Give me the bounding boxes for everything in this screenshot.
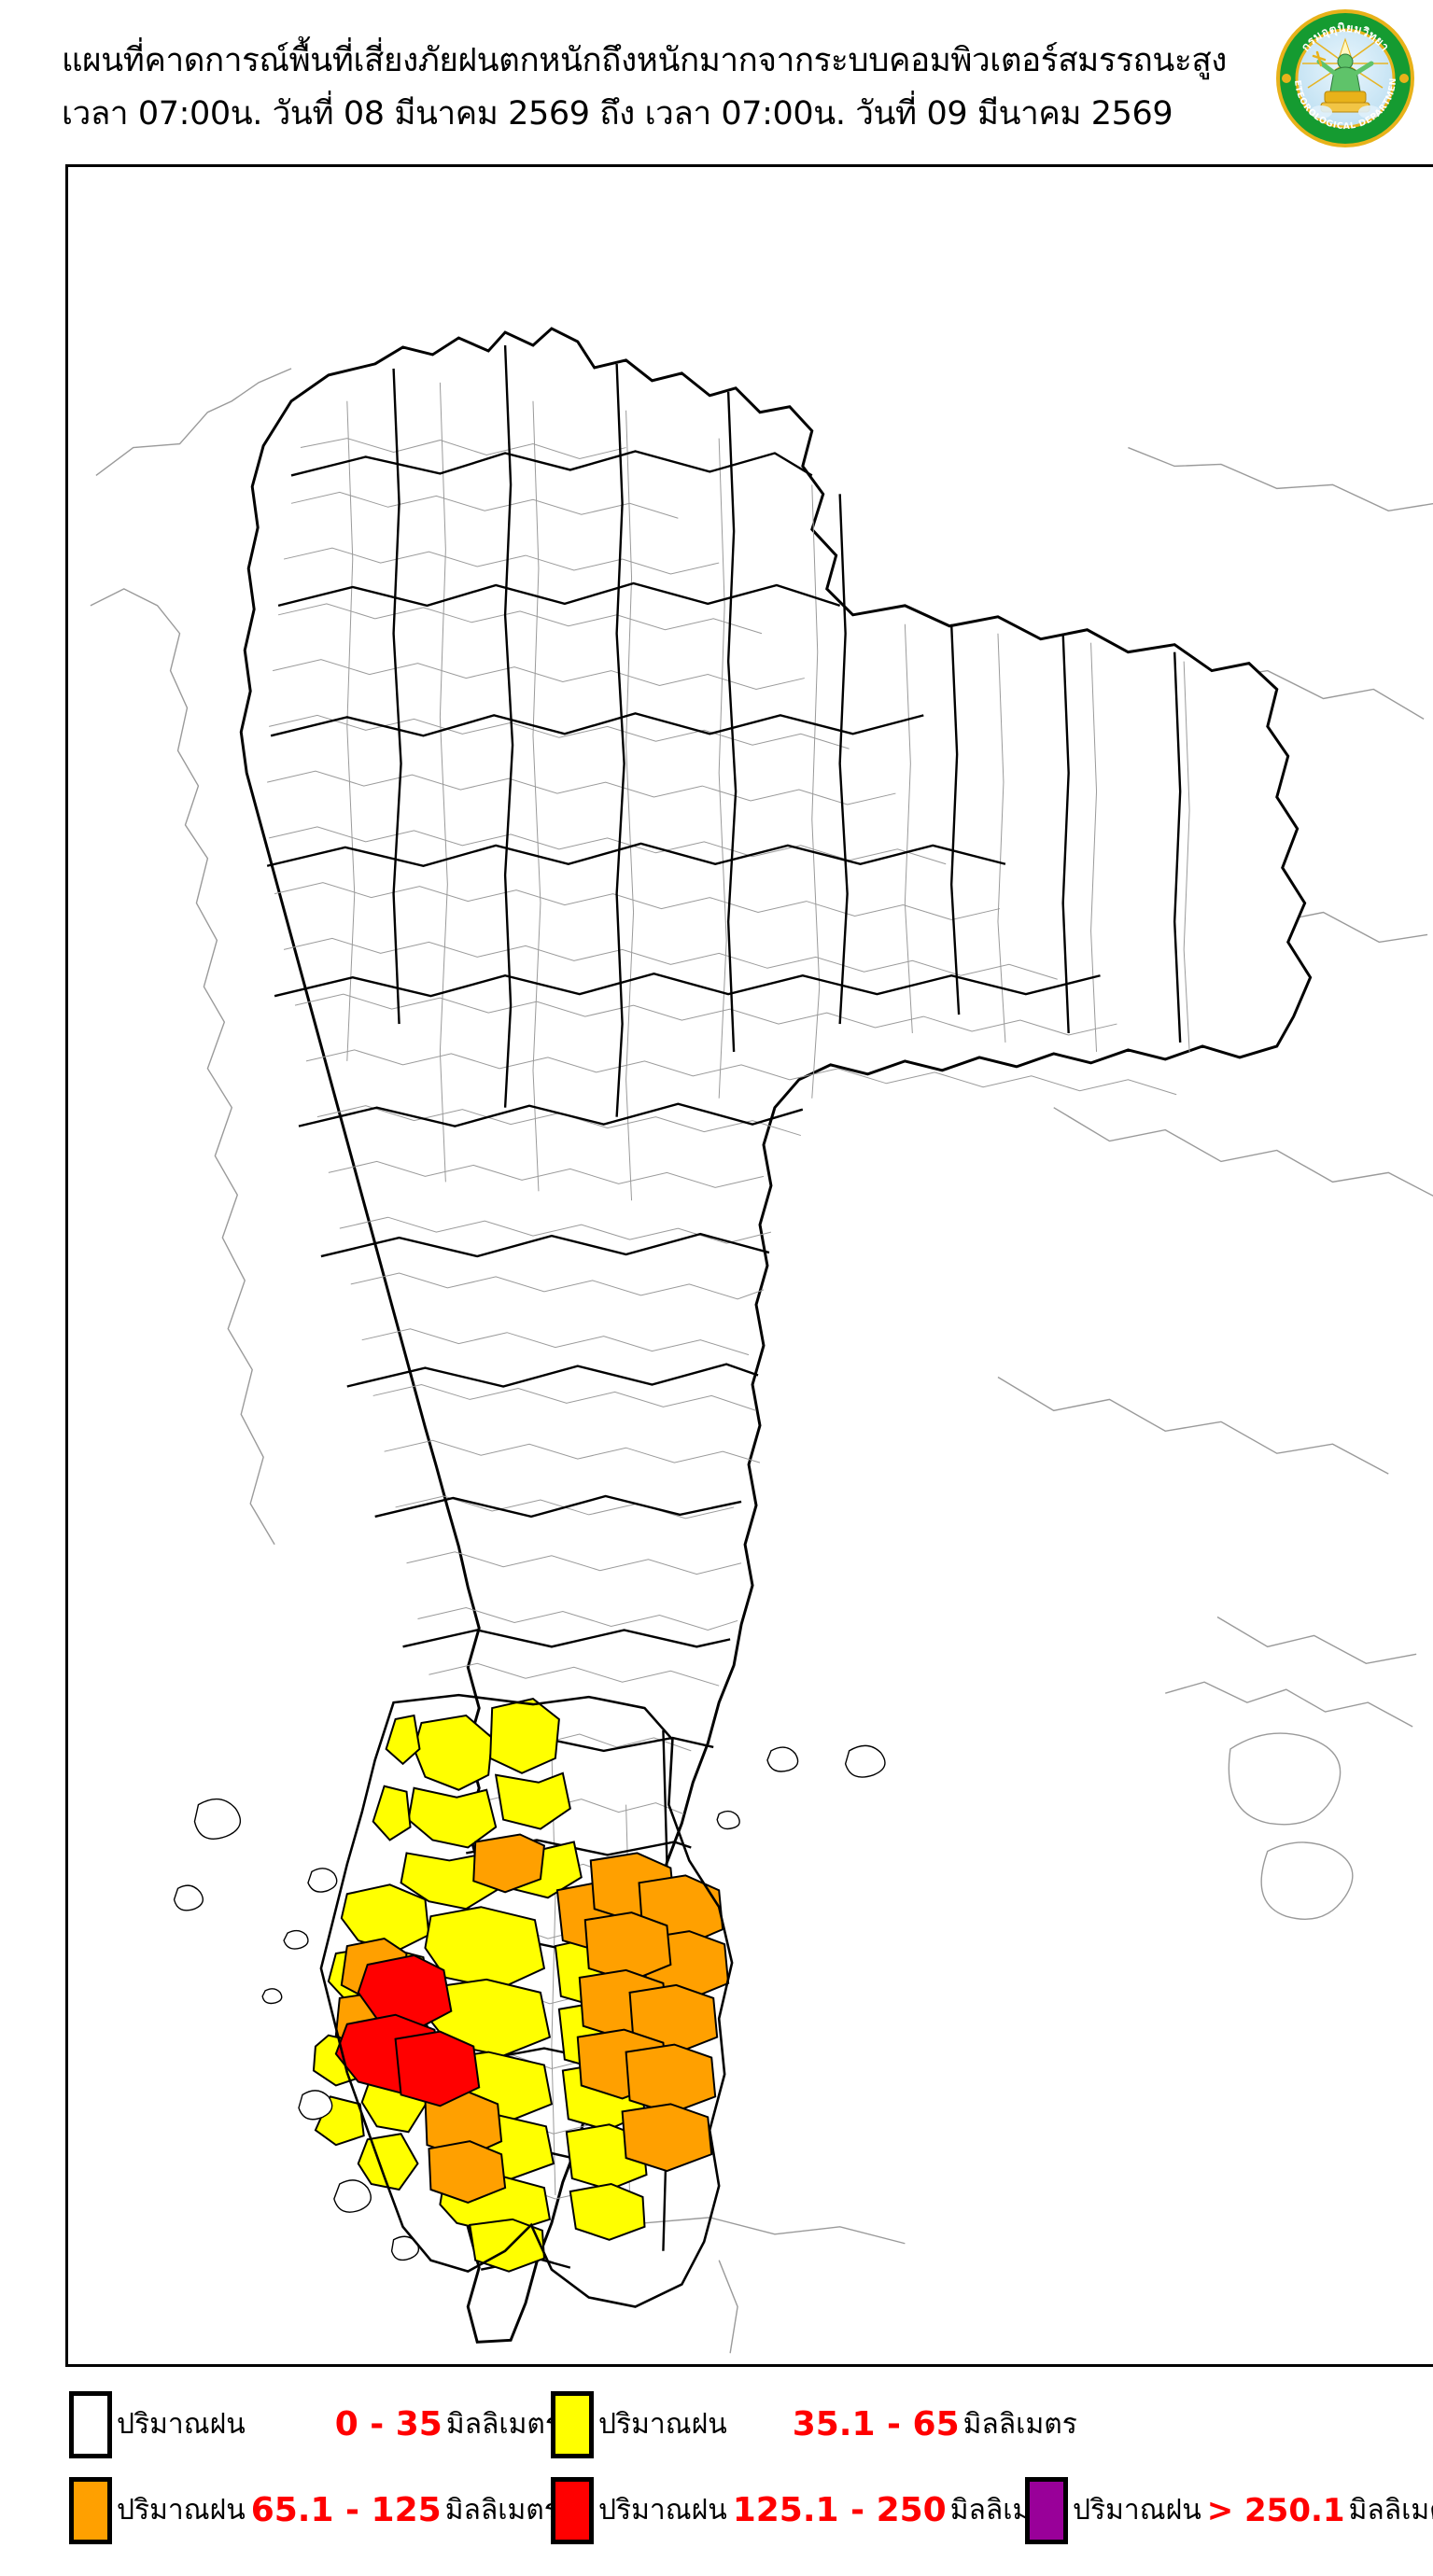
legend-label-250-plus: ปริมาณฝน	[1073, 2494, 1201, 2527]
legend-range-35-65: 35.1 - 65	[792, 2405, 960, 2443]
legend-row-1: ปริมาณฝน 0 - 35 มิลลิเมตร ปริมาณฝน 35.1 …	[0, 2389, 1433, 2464]
legend-range-250-plus: > 250.1	[1206, 2492, 1345, 2529]
legend-label-125-250: ปริมาณฝน	[598, 2494, 727, 2527]
legend-item-125-250[interactable]: ปริมาณฝน 125.1 - 250 มิลลิเมตร	[551, 2475, 1064, 2546]
legend-swatch-125-250	[551, 2477, 594, 2544]
offshore-islands	[173, 1744, 886, 2261]
peninsula-outline	[319, 1693, 734, 2308]
legend-label-0-35: ปริมาณฝน	[117, 2408, 246, 2441]
zone-red-125-250	[334, 1953, 481, 2107]
legend-label-35-65: ปริมาณฝน	[598, 2408, 727, 2441]
legend-swatch-65-125	[69, 2477, 112, 2544]
thailand-rainfall-map	[68, 168, 1433, 2363]
legend-unit-250-plus: มิลลิเมตร	[1348, 2494, 1433, 2527]
page-title: แผนที่คาดการณ์พื้นที่เสี่ยงภัยฝนตกหนักถึ…	[62, 42, 1227, 79]
legend-range-65-125: 65.1 - 125	[250, 2491, 442, 2529]
legend-item-250-plus[interactable]: ปริมาณฝน > 250.1 มิลลิเมตร	[1025, 2475, 1433, 2546]
rainfall-legend: ปริมาณฝน 0 - 35 มิลลิเมตร ปริมาณฝน 35.1 …	[0, 2389, 1433, 2567]
legend-swatch-250-plus	[1025, 2477, 1068, 2544]
legend-item-35-65[interactable]: ปริมาณฝน 35.1 - 65 มิลลิเมตร	[551, 2389, 1077, 2460]
legend-range-125-250: 125.1 - 250	[732, 2491, 947, 2529]
legend-unit-0-35: มิลลิเมตร	[445, 2408, 561, 2441]
legend-label-65-125: ปริมาณฝน	[117, 2494, 246, 2527]
forecast-map-frame	[65, 164, 1433, 2367]
legend-swatch-35-65	[551, 2391, 594, 2458]
legend-row-2: ปริมาณฝน 65.1 - 125 มิลลิเมตร ปริมาณฝน 1…	[0, 2475, 1433, 2550]
tmd-seal-logo: กรมอุตุนิยมวิทยา METEOROLOGICAL DEPARTME…	[1274, 7, 1416, 149]
legend-unit-35-65: มิลลิเมตร	[962, 2408, 1077, 2441]
page-header: แผนที่คาดการณ์พื้นที่เสี่ยงภัยฝนตกหนักถึ…	[0, 0, 1433, 164]
legend-item-0-35[interactable]: ปริมาณฝน 0 - 35 มิลลิเมตร	[69, 2389, 560, 2460]
legend-item-65-125[interactable]: ปริมาณฝน 65.1 - 125 มิลลิเมตร	[69, 2475, 559, 2546]
legend-unit-65-125: มิลลิเมตร	[444, 2494, 559, 2527]
legend-range-0-35: 0 - 35	[334, 2405, 443, 2443]
legend-swatch-0-35	[69, 2391, 112, 2458]
forecast-period-text: เวลา 07:00น. วันที่ 08 มีนาคม 2569 ถึง เ…	[62, 95, 1173, 133]
